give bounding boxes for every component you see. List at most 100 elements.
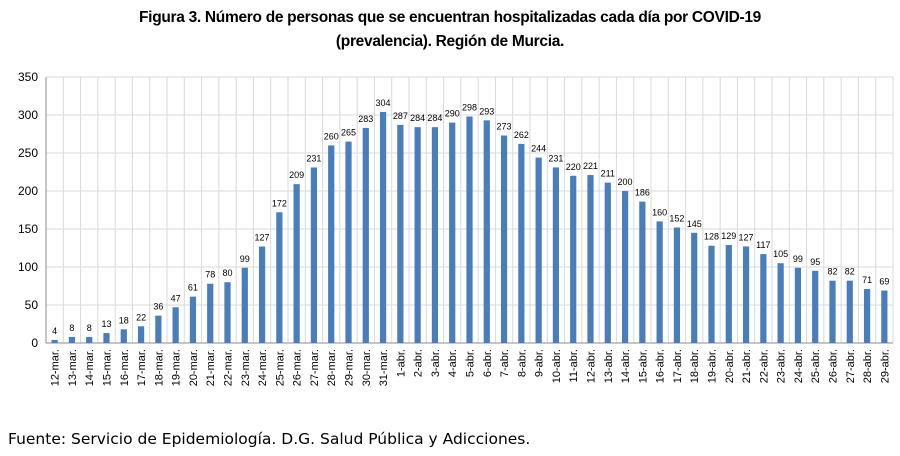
chart-title: Figura 3. Número de personas que se encu… xyxy=(139,9,761,50)
x-tick-label: 12-abr. xyxy=(586,349,598,383)
data-label: 211 xyxy=(601,169,615,179)
x-tick-label: 10-abr. xyxy=(551,349,563,383)
data-label: 186 xyxy=(635,188,650,198)
bar xyxy=(535,157,542,343)
bar xyxy=(725,244,732,343)
data-label: 273 xyxy=(497,122,512,132)
bar xyxy=(500,135,508,343)
bar xyxy=(414,127,421,343)
x-tick-label: 11-abr. xyxy=(568,349,580,382)
data-label: 82 xyxy=(827,267,837,277)
bar xyxy=(656,221,663,343)
x-tick-label: 25-abr. xyxy=(810,349,822,383)
bar xyxy=(829,280,836,343)
data-label: 129 xyxy=(721,231,736,241)
bar xyxy=(224,282,231,343)
x-tick-label: 27-mar. xyxy=(309,349,321,386)
bar xyxy=(362,127,369,343)
bar xyxy=(431,127,439,343)
x-tick-label: 29-abr. xyxy=(879,349,891,383)
data-label: 152 xyxy=(669,213,684,223)
x-tick-label: 26-abr. xyxy=(828,349,840,383)
data-label: 78 xyxy=(205,270,215,280)
bar xyxy=(518,143,525,343)
data-label: 293 xyxy=(479,106,494,116)
data-label: 298 xyxy=(462,103,477,113)
bar xyxy=(68,336,76,343)
bar xyxy=(794,267,802,343)
y-tick-label: 0 xyxy=(31,336,38,350)
bar xyxy=(86,336,93,343)
data-label: 117 xyxy=(756,240,770,250)
bar xyxy=(708,245,715,343)
bar xyxy=(276,212,283,343)
source-note: Fuente: Servicio de Epidemiología. D.G. … xyxy=(8,430,531,448)
y-tick-label: 300 xyxy=(18,108,38,122)
x-tick-label: 29-mar. xyxy=(344,349,356,386)
bar xyxy=(552,167,560,343)
x-tick-label: 22-mar. xyxy=(223,349,235,386)
data-label: 290 xyxy=(445,109,460,119)
x-tick-label: 20-abr. xyxy=(724,349,736,383)
x-tick-label: 3-abr. xyxy=(430,349,442,377)
x-tick-label: 28-abr. xyxy=(862,349,874,383)
x-tick-label: 18-mar. xyxy=(153,349,165,386)
x-tick-label: 2-abr. xyxy=(413,349,425,377)
data-label: 99 xyxy=(793,254,803,264)
x-tick-label: 31-mar. xyxy=(378,349,390,386)
x-tick-label: 28-mar. xyxy=(326,349,338,386)
data-label: 8 xyxy=(87,323,92,333)
bar xyxy=(310,167,318,343)
x-tick-label: 6-abr. xyxy=(482,349,494,377)
bar xyxy=(207,283,214,343)
x-tick-label: 23-abr. xyxy=(776,349,788,383)
data-label: 231 xyxy=(548,153,563,163)
x-tick-label: 21-abr. xyxy=(741,349,753,383)
data-label: 99 xyxy=(240,254,250,264)
x-tick-label: 26-mar. xyxy=(292,349,304,386)
x-tick-label: 17-abr. xyxy=(672,349,684,383)
bar xyxy=(863,289,871,343)
bar xyxy=(449,122,456,343)
data-label: 71 xyxy=(862,275,872,285)
bar xyxy=(846,280,853,343)
data-label: 13 xyxy=(101,319,111,329)
bar xyxy=(604,182,611,343)
data-label: 287 xyxy=(393,111,408,121)
data-label: 127 xyxy=(255,232,270,242)
x-tick-label: 4-abr. xyxy=(447,349,459,377)
data-label: 145 xyxy=(687,219,702,229)
x-tick-label: 15-mar. xyxy=(102,349,114,386)
x-tick-label: 18-abr. xyxy=(689,349,701,383)
data-label: 260 xyxy=(324,131,339,141)
x-tick-label: 30-mar. xyxy=(361,349,373,386)
bar xyxy=(345,141,352,343)
x-tick-label: 16-mar. xyxy=(119,349,131,386)
x-axis-labels: 12-mar. 13-mar. 14-mar. 15-mar. 16-mar. 17-ma… xyxy=(50,349,892,386)
data-label: 128 xyxy=(704,232,719,242)
bar xyxy=(881,290,888,343)
data-label: 231 xyxy=(306,153,321,163)
x-tick-label: 21-mar. xyxy=(205,349,217,386)
bar xyxy=(293,184,300,343)
bar xyxy=(621,191,629,343)
data-label: 105 xyxy=(773,249,788,259)
data-label: 18 xyxy=(119,315,129,325)
x-tick-label: 13-abr. xyxy=(603,349,615,383)
data-label: 283 xyxy=(358,114,373,124)
bar xyxy=(379,111,387,344)
data-label: 284 xyxy=(410,113,425,123)
x-tick-label: 8-abr. xyxy=(516,349,528,377)
x-tick-label: 25-mar. xyxy=(274,349,286,386)
data-label: 304 xyxy=(376,98,391,108)
data-label: 127 xyxy=(739,232,754,242)
data-label: 172 xyxy=(272,198,287,208)
data-label: 221 xyxy=(583,161,598,171)
bars xyxy=(51,111,888,344)
bar xyxy=(51,339,58,343)
data-label: 4 xyxy=(52,326,57,336)
y-tick-label: 200 xyxy=(18,184,38,198)
gridlines xyxy=(45,76,894,344)
bar xyxy=(155,315,162,343)
bar xyxy=(570,175,577,343)
